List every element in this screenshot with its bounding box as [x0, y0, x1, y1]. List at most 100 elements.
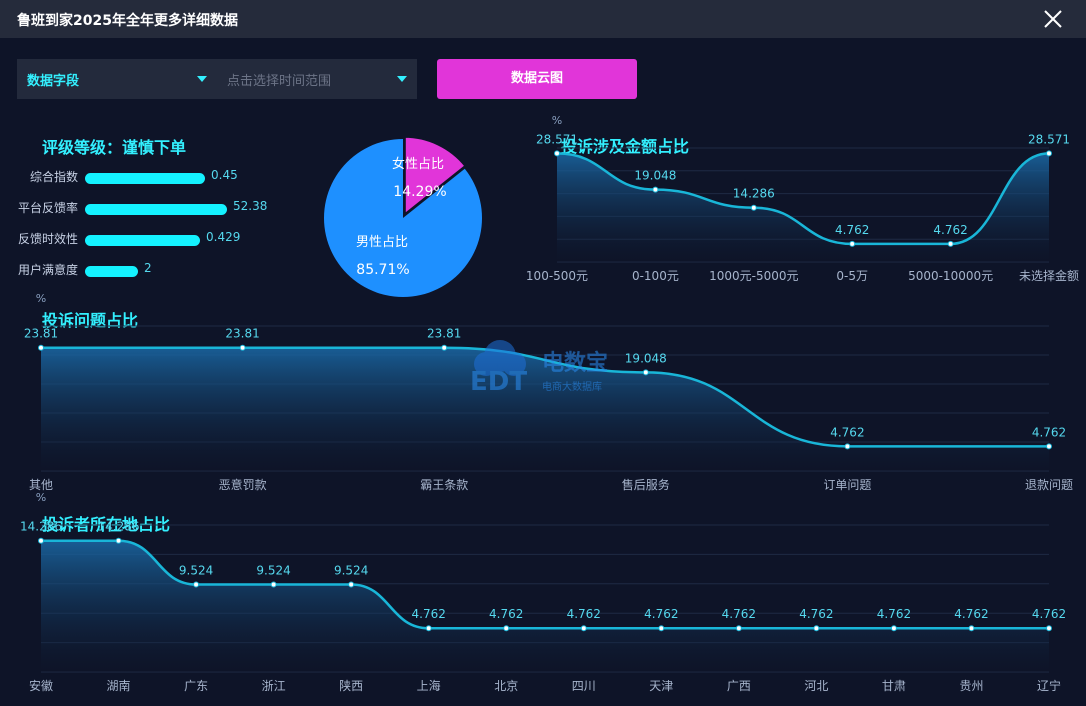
rating-value: 0.45: [211, 168, 238, 182]
data-point: [813, 625, 820, 632]
area-fill: [41, 540, 1049, 672]
rating-bar: [85, 204, 227, 215]
x-tick-label: 上海: [417, 678, 441, 693]
x-tick-label: 天津: [649, 679, 673, 693]
rating-value: 0.429: [206, 230, 241, 244]
x-tick-label: 霸王条款: [420, 478, 468, 492]
unit-label: %: [36, 491, 46, 504]
x-tick-label: 安徽: [29, 678, 53, 693]
data-label: 28.571: [536, 132, 578, 146]
watermark-logo-text: EDT: [470, 367, 527, 397]
data-point: [38, 344, 44, 351]
data-point: [1046, 625, 1052, 632]
data-label: 4.762: [933, 223, 967, 237]
data-label: 14.286: [733, 187, 775, 201]
x-tick-label: 退款问题: [1025, 478, 1073, 492]
series-line: [556, 152, 1050, 246]
data-point: [193, 581, 200, 588]
data-label: 4.762: [830, 425, 864, 439]
amount-chart-title: 投诉涉及金额占比: [561, 137, 690, 156]
data-point: [658, 625, 665, 632]
x-tick-label: 1000元-5000元: [709, 269, 798, 283]
rating-bar: [85, 235, 200, 246]
data-point: [642, 369, 649, 376]
filter-bar: 数据字段 点击选择时间范围: [17, 59, 417, 99]
area-fill: [557, 153, 1049, 262]
data-label: 19.048: [634, 169, 676, 183]
rating-label: 用户满意度: [17, 263, 78, 277]
data-point: [890, 625, 897, 632]
data-label: 9.524: [179, 563, 213, 577]
x-tick-label: 北京: [494, 679, 518, 693]
x-tick-label: 0-100元: [632, 269, 679, 283]
data-label: 19.048: [625, 351, 667, 365]
date-range-input[interactable]: 点击选择时间范围: [227, 74, 332, 89]
area-fill: [41, 347, 1049, 471]
rating-value: 52.38: [233, 199, 268, 213]
data-label: 4.762: [835, 223, 869, 237]
data-point: [425, 625, 432, 632]
data-cloud-button[interactable]: 数据云图: [437, 59, 637, 99]
data-label: 4.762: [722, 607, 756, 621]
x-tick-label: 四川: [572, 679, 596, 693]
pie-slice-percent: 14.29%: [393, 184, 446, 200]
data-label: 23.81: [225, 327, 259, 341]
rating-label: 平台反馈率: [17, 201, 78, 215]
watermark-sub: 电商大数据库: [542, 380, 602, 393]
data-point: [947, 240, 954, 247]
data-label: 4.762: [567, 607, 601, 621]
pie-slice-name: 男性占比: [356, 235, 408, 250]
x-tick-label: 广东: [184, 679, 208, 693]
data-point: [115, 537, 122, 544]
gender-pie-chart: 女性占比 14.29% 男性占比 85.71%: [324, 134, 482, 297]
x-tick-label: 浙江: [262, 679, 286, 693]
rating-row: 反馈时效性 0.429: [0, 230, 300, 250]
data-point: [348, 581, 355, 588]
x-tick-label: 订单问题: [823, 478, 871, 492]
data-label: 4.762: [954, 607, 988, 621]
data-point: [652, 186, 659, 193]
window-title: 鲁班到家2025年全年更多详细数据: [17, 13, 238, 29]
data-point: [580, 625, 587, 632]
data-point: [849, 240, 856, 247]
data-point: [270, 581, 277, 588]
data-point: [503, 625, 510, 632]
rating-label: 反馈时效性: [17, 232, 78, 246]
rating-bar: [85, 266, 138, 277]
pie-slice: [402, 134, 469, 219]
x-tick-label: 辽宁: [1037, 678, 1061, 693]
data-label: 4.762: [644, 607, 678, 621]
data-label: 9.524: [334, 563, 368, 577]
data-field-select[interactable]: 数据字段: [27, 74, 80, 89]
data-label: 4.762: [1032, 425, 1066, 439]
pie-slice-percent: 85.71%: [356, 262, 409, 278]
title-bar: 鲁班到家2025年全年更多详细数据: [0, 0, 1086, 38]
x-tick-label: 湖南: [107, 678, 131, 693]
data-point: [968, 625, 975, 632]
data-point: [38, 537, 44, 544]
data-label: 4.762: [1032, 607, 1066, 621]
unit-label: %: [552, 114, 562, 127]
x-tick-label: 其他: [29, 478, 53, 492]
close-icon[interactable]: [1040, 6, 1066, 32]
data-label: 23.81: [24, 327, 58, 341]
data-label: 9.524: [256, 563, 290, 577]
x-tick-label: 河北: [804, 679, 828, 693]
data-point: [554, 150, 560, 157]
data-point: [844, 443, 851, 450]
issues-chart-title: 投诉问题占比: [42, 311, 139, 330]
data-label: 14.286: [20, 520, 62, 534]
rating-label: 综合指数: [29, 170, 78, 184]
data-point: [1046, 443, 1052, 450]
data-label: 28.571: [1028, 132, 1070, 146]
chevron-down-icon[interactable]: [397, 76, 407, 82]
data-label: 4.762: [799, 607, 833, 621]
rating-value: 2: [144, 261, 152, 275]
data-label: 4.762: [877, 607, 911, 621]
watermark-logo: EDT 电数宝 电商大数据库: [470, 340, 608, 397]
watermark-brand: 电数宝: [542, 350, 608, 376]
chevron-down-icon[interactable]: [197, 76, 207, 82]
data-point: [1046, 150, 1052, 157]
